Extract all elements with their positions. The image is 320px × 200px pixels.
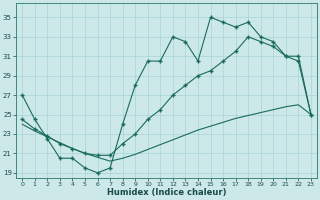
X-axis label: Humidex (Indice chaleur): Humidex (Indice chaleur) bbox=[107, 188, 226, 197]
